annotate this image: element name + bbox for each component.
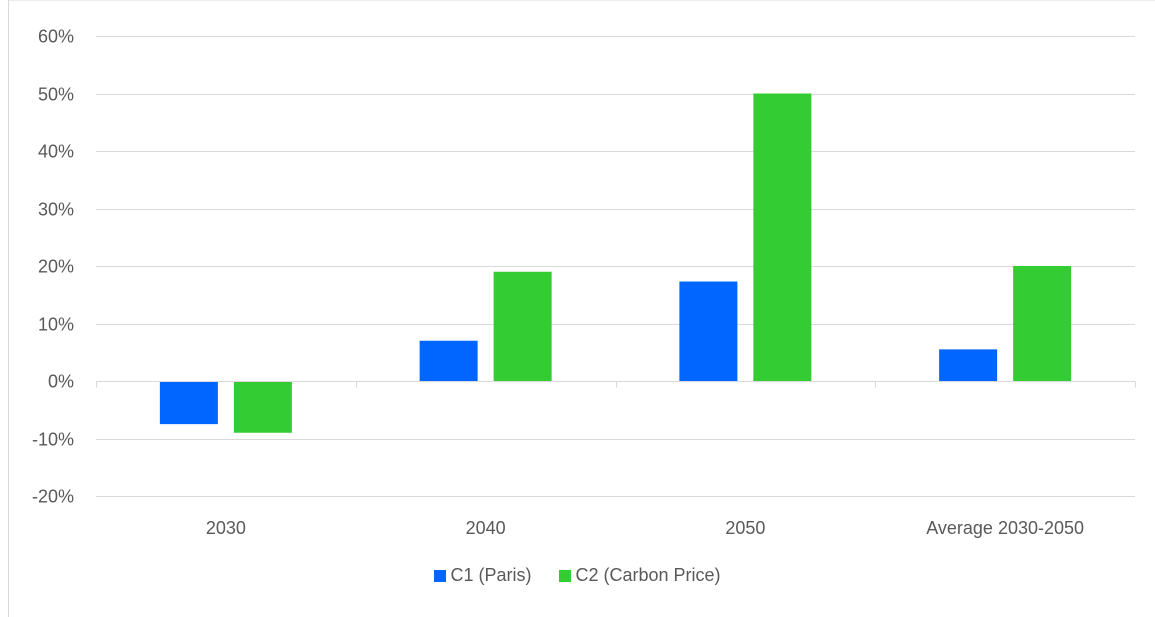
- x-tick-label: Average 2030-2050: [926, 518, 1084, 538]
- legend-swatch-c2: [559, 569, 572, 582]
- x-tick-label: 2030: [206, 518, 246, 538]
- legend-item-c2: C2 (Carbon Price): [559, 565, 721, 586]
- bar-c1-2030: [159, 381, 218, 425]
- legend-swatch-c1: [434, 569, 447, 582]
- y-tick-label: 10%: [38, 315, 74, 335]
- y-tick-label: -20%: [32, 487, 74, 507]
- bars: [159, 93, 1072, 433]
- y-tick-label: 0%: [48, 372, 74, 392]
- y-axis-ticks: -20% -10% 0% 10% 20% 30% 40% 50% 60%: [32, 27, 74, 507]
- x-axis: [96, 381, 1136, 388]
- bar-c2-average-2030-2050: [1013, 266, 1072, 381]
- bar-c1-2040: [419, 340, 478, 381]
- bar-c2-2050: [753, 93, 812, 381]
- y-tick-label: 40%: [38, 142, 74, 162]
- gridlines: [96, 36, 1135, 497]
- legend-item-c1: C1 (Paris): [434, 565, 531, 586]
- x-axis-labels: 2030 2040 2050 Average 2030-2050: [206, 518, 1084, 538]
- legend: C1 (Paris) C2 (Carbon Price): [0, 565, 1155, 586]
- x-tick-label: 2040: [466, 518, 506, 538]
- bar-c2-2040: [493, 271, 552, 381]
- legend-label-c1: C1 (Paris): [450, 565, 532, 585]
- bar-c2-2030: [233, 381, 292, 433]
- x-tick-label: 2050: [725, 518, 765, 538]
- y-tick-label: 60%: [38, 27, 74, 47]
- y-tick-label: 50%: [38, 85, 74, 105]
- y-tick-label: 30%: [38, 200, 74, 220]
- y-tick-label: 20%: [38, 257, 74, 277]
- y-tick-label: -10%: [32, 430, 74, 450]
- legend-label-c2: C2 (Carbon Price): [575, 565, 721, 585]
- bar-c1-average-2030-2050: [939, 349, 998, 381]
- bar-c1-2050: [679, 281, 738, 381]
